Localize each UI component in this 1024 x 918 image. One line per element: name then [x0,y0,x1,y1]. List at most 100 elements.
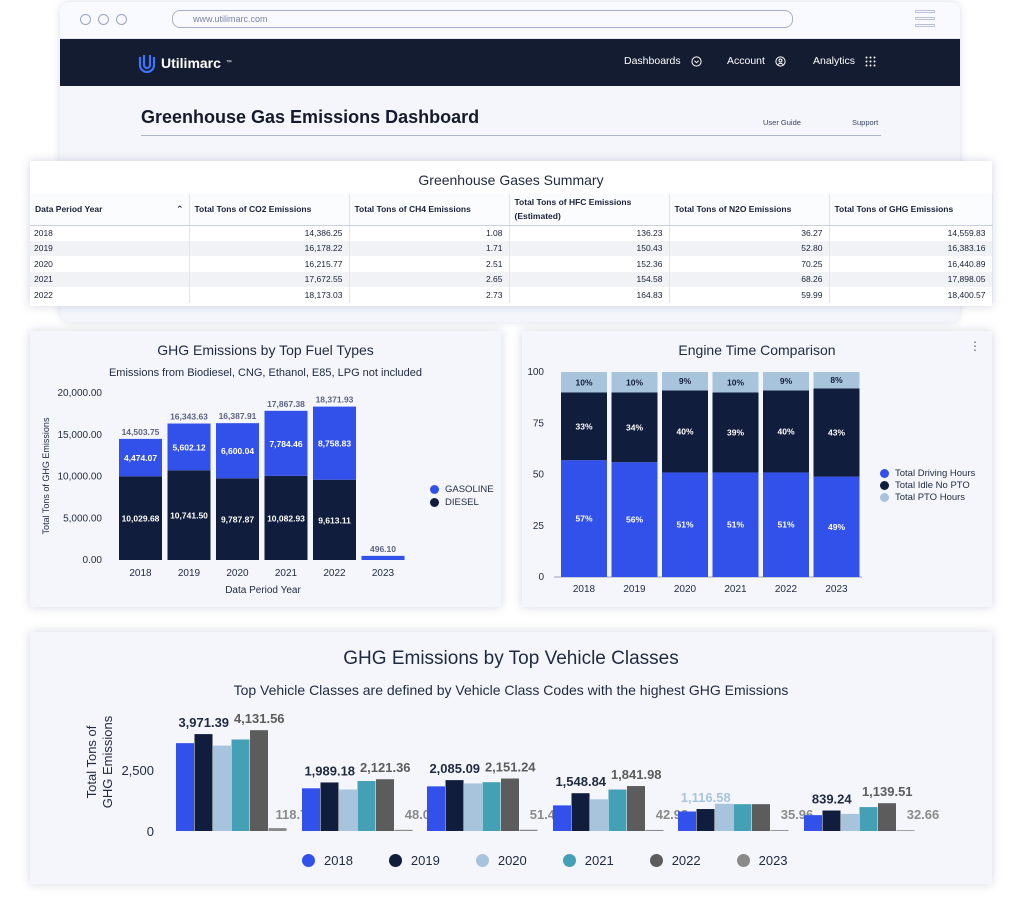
bar-2021 [608,789,627,831]
bar-2022 [752,804,770,831]
legend-marker [302,854,315,867]
legend-item-driving-hours[interactable]: Total Driving Hours [880,467,975,479]
bar-segment [662,472,708,577]
table-row[interactable]: 2021 17,672.55 2.65 154.58 68.26 17,898.05 [30,271,993,287]
bar-segment-gasoline [313,406,356,480]
data-label-2019: 1,116.58 [681,790,731,805]
user-circle-icon [775,55,786,67]
table-cell: 2018 [30,225,190,241]
table-cell: 18,173.03 [189,287,350,303]
legend-item-2023[interactable]: 2023 [736,853,788,868]
vehicle-classes-chart-card: GHG Emissions by Top Vehicle Classes Top… [30,632,992,884]
hamburger-menu-icon[interactable] [915,10,935,28]
window-minimize-icon[interactable] [98,14,109,25]
app-navbar: Utilimarc ™ Dashboards Account Analytics [60,39,960,86]
x-tick-label: 2022 [323,568,346,579]
x-tick-label: 2021 [724,584,747,595]
table-row[interactable]: 2018 14,386.25 1.08 136.23 36.27 14,559.83 [30,225,993,241]
legend-item-pto-hours[interactable]: Total PTO Hours [880,491,975,503]
bar-segment [813,372,860,389]
column-header[interactable]: Total Tons of HFC Emissions (Estimated) [509,194,670,226]
nav-analytics[interactable]: Analytics [813,55,876,67]
bar-2020 [841,813,859,831]
legend-marker [430,497,439,507]
legend-marker [880,480,889,490]
brand-trademark: ™ [225,60,232,66]
sort-ascending-icon[interactable]: ⌃ [175,204,184,215]
y-tick-label: 20,000.00 [58,388,103,399]
total-label: 496.10 [370,544,396,554]
table-cell: 2019 [30,240,190,256]
bar-segment [813,388,860,477]
y-axis-label-line: Total Tons of [84,725,99,798]
bar-2022 [501,778,519,831]
bar-segment [611,392,658,463]
bar-segment-gasoline [264,410,308,476]
bar-segment-gasoline [167,423,211,471]
bar-2023 [268,828,287,831]
table-row[interactable]: 2022 18,173.03 2.73 164.83 59.99 18,400.57 [30,287,993,303]
table-cell: 164.83 [509,287,670,303]
data-label: 51% [676,520,693,530]
table-row[interactable]: 2019 16,178.22 1.71 150.43 52.80 16,383.16 [30,240,993,256]
legend-item-2022[interactable]: 2022 [649,853,701,868]
y-tick-label: 50 [533,470,545,481]
data-label: 57% [575,514,592,524]
bar-2020 [213,745,231,831]
bar-segment [662,390,708,473]
legend-item-gasoline[interactable]: GASOLINE [430,483,494,495]
table-cell: 18,400.57 [829,287,993,303]
legend-item-idle-no-pto[interactable]: Total Idle No PTO [880,479,975,491]
table-cell: 16,215.77 [189,256,350,272]
table-cell: 2.65 [349,271,510,287]
bar-2018 [678,811,696,831]
brand-logo[interactable]: Utilimarc ™ [138,53,232,73]
legend-item-diesel[interactable]: DIESEL [430,496,494,508]
bar-segment [763,472,809,577]
table-header-row: Data Period Year ⌃ Total Tons of CO2 Emiss… [30,194,993,226]
y-axis-label: Total Tons ofGHG Emissions [84,715,115,808]
window-maximize-icon[interactable] [116,14,127,25]
legend-item-2019[interactable]: 2019 [388,853,440,868]
support-link[interactable]: Support [852,118,879,127]
bar-segment [611,372,658,393]
x-tick-label: 2023 [372,568,395,579]
url-bar[interactable]: www.utilimarc.com [172,10,793,28]
column-header[interactable]: Data Period Year ⌃ [30,194,190,226]
legend-label: 2018 [324,853,353,868]
engine-time-chart-card: Engine Time Comparison ⋮ 0 25 50 75 100 57% 33… [522,331,992,607]
nav-dashboards[interactable]: Dashboards [624,55,702,67]
more-options-icon[interactable]: ⋮ [969,339,981,353]
bar-2023 [645,829,664,831]
vehicle-classes-chart: 0 2,500 Total Tons ofGHG Emissions 3,971.39… [84,711,939,839]
x-tick-label: 2020 [674,584,697,595]
x-tick-label: 2018 [129,568,152,579]
data-label: 33% [575,421,592,431]
column-header[interactable]: Total Tons of N2O Emissions [669,194,830,226]
table-cell: 70.25 [669,256,830,272]
legend-item-2018[interactable]: 2018 [302,853,353,868]
user-guide-link[interactable]: User Guide [763,118,801,127]
column-header[interactable]: Total Tons of CH4 Emissions [349,194,510,226]
table-cell: 14,386.25 [189,225,350,241]
data-label-2019: 1,989.18 [304,763,355,778]
table-cell: 16,383.16 [829,240,993,256]
column-header[interactable]: Total Tons of GHG Emissions [829,194,993,226]
window-close-icon[interactable] [80,14,91,25]
legend-label: 2019 [410,853,440,868]
y-tick-label: 15,000.00 [58,430,103,441]
vehicle-chart-title: GHG Emissions by Top Vehicle Classes [343,648,679,669]
table-row[interactable]: 2020 16,215.77 2.51 152.36 70.25 16,440.89 [30,256,993,272]
legend-item-2020[interactable]: 2020 [475,853,527,868]
data-label: 51% [777,520,794,530]
legend-item-2021[interactable]: 2021 [562,853,614,868]
bar-2022 [376,779,394,831]
bar-2022 [878,803,896,831]
url-text: www.utilimarc.com [193,14,268,24]
column-header[interactable]: Total Tons of CO2 Emissions [189,194,350,226]
table-cell: 52.80 [669,240,830,256]
utilimarc-logo-icon [138,55,156,73]
x-tick-label: 2018 [573,584,596,595]
bar-2018 [804,815,822,831]
nav-account[interactable]: Account [727,55,786,67]
